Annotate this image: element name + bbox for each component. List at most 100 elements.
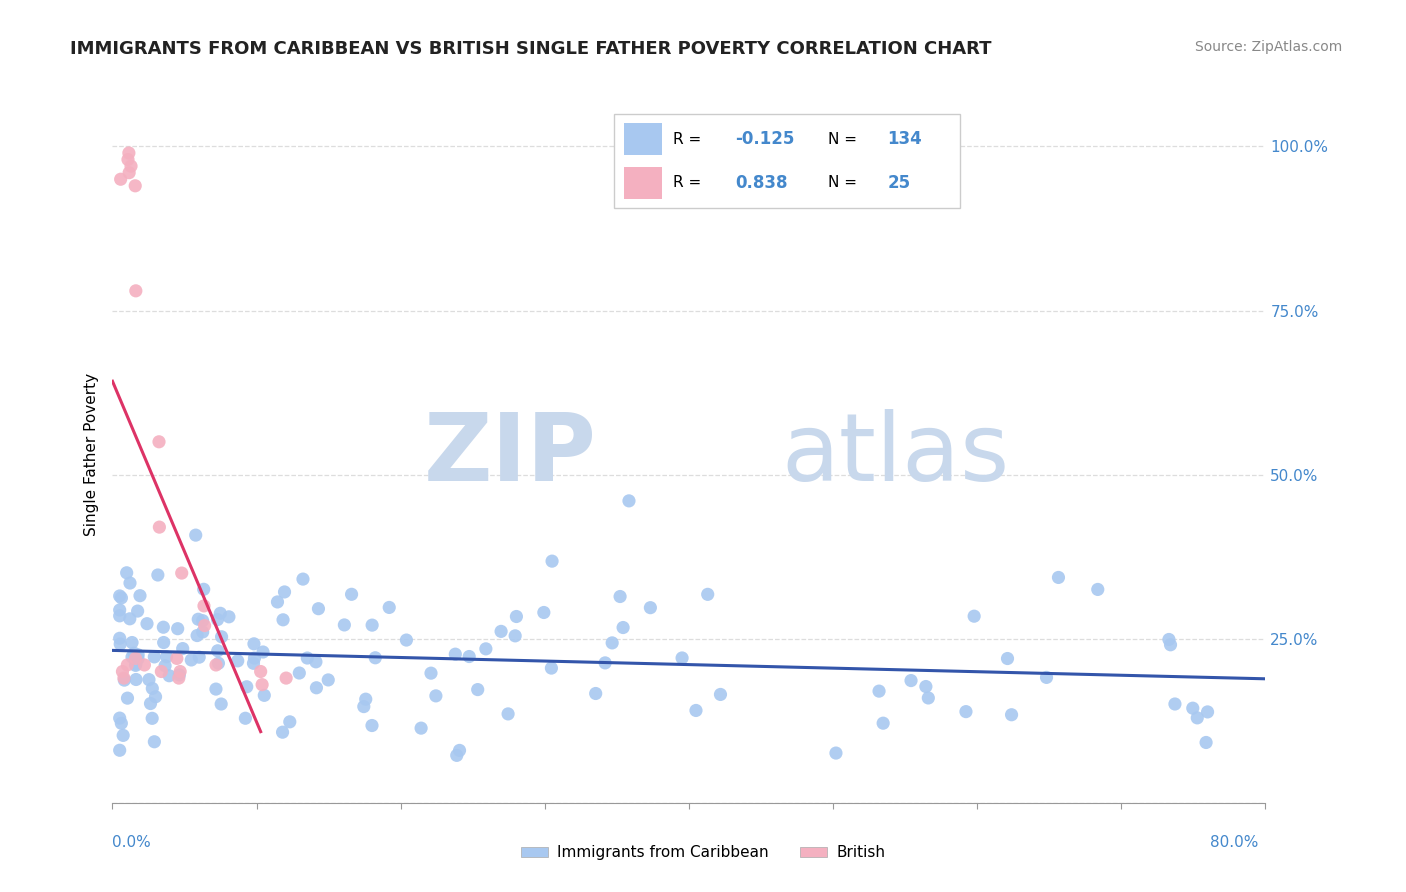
Point [411,721,433,735]
Point [1197,705,1219,719]
Point [449,743,471,757]
Point [446,748,468,763]
Point [444,647,467,661]
Y-axis label: Single Father Poverty: Single Father Poverty [84,374,100,536]
Point [191,614,214,628]
Point [124,658,146,673]
Point [1164,697,1187,711]
Point [169,668,191,682]
Point [127,652,149,666]
Point [467,682,489,697]
Point [145,690,167,704]
Point [138,673,160,687]
Point [153,658,176,673]
Point [243,637,266,651]
Point [917,690,939,705]
Point [963,609,986,624]
Point [273,585,295,599]
Point [118,146,141,161]
Point [170,566,193,580]
Point [278,714,301,729]
Point [125,284,148,298]
Point [915,680,938,694]
Point [235,711,257,725]
Point [395,633,418,648]
Point [134,657,156,672]
Text: -0.125: -0.125 [735,130,794,148]
Point [316,673,339,687]
Point [361,618,384,632]
Point [205,657,228,672]
Point [139,697,162,711]
Point [353,699,375,714]
Point [243,651,266,665]
Point [152,620,174,634]
Point [288,666,311,681]
Point [112,728,135,742]
Point [420,666,443,681]
Point [194,618,217,632]
Point [333,618,356,632]
Text: 0.0%: 0.0% [112,836,152,850]
Text: R =: R = [673,132,702,147]
Point [1000,707,1022,722]
Text: 80.0%: 80.0% [1211,836,1258,850]
Point [118,166,141,180]
Point [152,635,174,649]
Point [253,689,276,703]
Legend: Immigrants from Caribbean, British: Immigrants from Caribbean, British [515,839,891,866]
Point [110,172,132,186]
Point [110,716,132,731]
Point [1087,582,1109,597]
Point [124,178,146,193]
Point [709,688,731,702]
Point [307,601,329,615]
Point [124,651,146,665]
Point [593,656,616,670]
Bar [624,123,662,155]
Point [955,705,977,719]
Point [425,689,447,703]
Point [503,629,526,643]
Point [112,671,135,685]
Point [143,649,166,664]
Point [141,681,163,696]
Point [496,706,519,721]
Point [108,608,131,623]
Point [600,636,623,650]
Point [671,651,693,665]
Point [276,671,298,685]
Point [120,159,142,173]
Text: 0.838: 0.838 [735,174,787,192]
Point [112,673,135,687]
Point [250,678,273,692]
Point [612,621,634,635]
Point [169,665,191,679]
Point [121,635,143,649]
Point [191,625,214,640]
Point [166,622,188,636]
Point [249,665,271,679]
Point [207,613,229,627]
Point [108,603,131,617]
Point [209,607,232,621]
Point [609,590,631,604]
Point [696,587,718,601]
Text: 25: 25 [887,174,910,192]
Text: ZIP: ZIP [423,409,596,501]
Point [242,657,264,671]
Point [1181,701,1204,715]
Point [121,650,143,665]
Point [155,649,177,664]
Point [271,613,294,627]
FancyBboxPatch shape [614,114,960,208]
Point [184,528,207,542]
Point [187,612,209,626]
Text: N =: N = [828,132,858,147]
Point [540,661,562,675]
Point [291,572,314,586]
Point [211,630,233,644]
Point [129,589,152,603]
Point [117,691,139,706]
Point [825,746,848,760]
